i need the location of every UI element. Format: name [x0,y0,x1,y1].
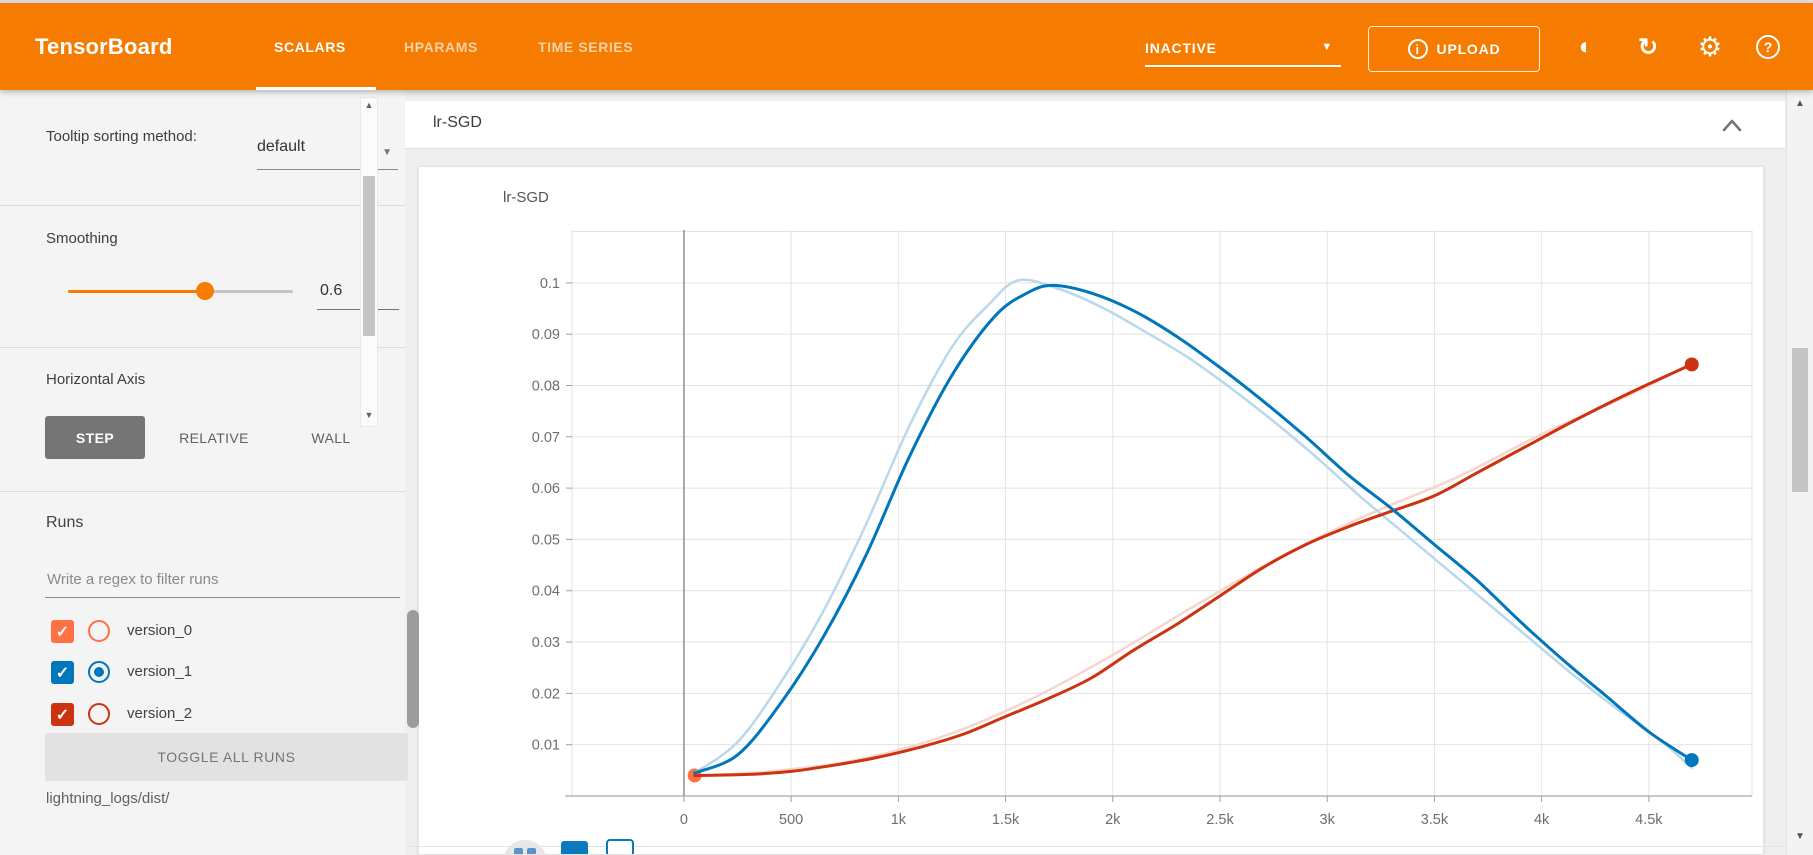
svg-text:1k: 1k [891,812,907,828]
tab-scalars[interactable]: SCALARS [274,38,346,55]
sidebar-scrollbar[interactable]: ▲ ▼ [360,97,378,427]
chart-title: lr-SGD [503,189,549,206]
tooltip-sorting-dropdown[interactable]: default ▼ [257,138,398,170]
radio-dot [94,709,104,719]
svg-text:0.08: 0.08 [532,378,560,394]
content-bottom-divider [405,846,1785,847]
radio-dot [94,626,104,636]
divider [0,491,405,492]
radio-dot [94,667,104,677]
browser-edge-strip [0,0,1813,3]
scrollbar-thumb[interactable] [1792,348,1808,492]
question-mark-icon: ? [1756,35,1780,59]
scroll-down-icon[interactable]: ▼ [1795,831,1805,842]
svg-text:4k: 4k [1534,812,1550,828]
runs-filter-input[interactable] [45,562,400,598]
svg-text:2k: 2k [1105,812,1121,828]
smoothing-label: Smoothing [46,230,118,247]
horizontal-axis-label: Horizontal Axis [46,371,146,388]
chevron-down-icon: ▼ [382,147,392,158]
refresh-icon[interactable]: ↻ [1637,33,1659,61]
run-label: version_2 [127,705,193,722]
toggle-all-runs-button[interactable]: TOGGLE ALL RUNS [45,733,408,781]
tab-hparams[interactable]: HPARAMS [404,38,478,55]
runs-scrollbar-thumb[interactable] [407,610,419,728]
svg-text:0.05: 0.05 [532,532,560,548]
svg-text:500: 500 [779,812,803,828]
category-title: lr-SGD [433,114,482,131]
run-radio[interactable] [88,661,110,683]
smoothing-slider-fill [68,290,206,293]
scrollbar-thumb[interactable] [363,176,375,336]
info-icon: i [1407,39,1428,59]
page-scrollbar[interactable]: ▲ ▼ [1786,90,1813,855]
tooltip-sorting-value: default [257,138,306,155]
run-checkbox[interactable]: ✓ [51,703,74,726]
run-radio[interactable] [88,620,110,642]
smoothing-slider-knob[interactable] [196,282,215,300]
scroll-up-icon[interactable]: ▲ [364,100,374,110]
run-checkbox[interactable]: ✓ [51,661,74,684]
upload-status-dropdown[interactable]: INACTIVE ▼ [1145,31,1341,67]
theme-toggle-icon[interactable]: ◐ [1578,33,1594,60]
toolbar-dot-icon [514,848,523,854]
tooltip-sorting-label: Tooltip sorting method: [46,128,197,145]
axis-step-button[interactable]: STEP [45,416,145,459]
log-directory-path: lightning_logs/dist/ [46,790,170,807]
runs-heading: Runs [46,514,84,531]
upload-button-label: UPLOAD [1436,41,1501,57]
svg-text:0.04: 0.04 [532,584,560,600]
toolbar-dot-icon [527,848,536,854]
run-label: version_0 [127,622,193,639]
svg-text:1.5k: 1.5k [992,812,1020,828]
svg-text:3.5k: 3.5k [1421,812,1449,828]
upload-status-label: INACTIVE [1145,40,1217,56]
axis-relative-button[interactable]: RELATIVE [179,429,249,446]
run-checkbox[interactable]: ✓ [51,620,74,643]
run-radio[interactable] [88,703,110,725]
run-row-version-1[interactable]: ✓ version_1 [0,652,400,693]
settings-sidebar: Tooltip sorting method: default ▼ Smooth… [0,90,408,855]
svg-text:0.09: 0.09 [532,327,560,343]
active-tab-underline [256,87,376,90]
svg-text:0.07: 0.07 [532,430,560,446]
divider [0,205,405,206]
help-icon[interactable]: ? [1748,27,1788,67]
axis-wall-button[interactable]: WALL [311,429,351,446]
settings-gear-icon[interactable]: ⚙ [1697,31,1723,62]
run-row-version-2[interactable]: ✓ version_2 [0,694,400,735]
chart-expand-icon-partial[interactable] [606,839,634,854]
run-row-version-0[interactable]: ✓ version_0 [0,611,400,652]
category-header[interactable]: lr-SGD [405,101,1785,149]
smoothing-slider[interactable] [68,282,293,300]
tab-time-series[interactable]: TIME SERIES [538,38,634,55]
svg-text:0.01: 0.01 [532,738,560,754]
svg-text:0.03: 0.03 [532,635,560,651]
svg-text:0: 0 [680,812,688,828]
scroll-down-icon[interactable]: ▼ [364,410,374,420]
divider [0,347,405,348]
collapse-chevron-icon[interactable] [1719,113,1745,139]
app-title: TensorBoard [35,33,173,59]
svg-text:0.1: 0.1 [540,276,560,292]
svg-text:4.5k: 4.5k [1635,812,1663,828]
svg-text:3k: 3k [1320,812,1336,828]
chart-pin-icon-partial[interactable] [561,841,588,854]
chart-toolbar-button-partial[interactable] [503,840,547,854]
svg-text:0.02: 0.02 [532,686,560,702]
chevron-down-icon: ▼ [1321,41,1333,53]
smoothing-value-field[interactable]: 0.6 [317,272,399,310]
app-header: TensorBoard SCALARS HPARAMS TIME SERIES … [0,3,1813,90]
svg-text:0.06: 0.06 [532,481,560,497]
scalar-chart[interactable]: 0 500 1k 1.5k 2k 2.5k 3k 3.5k 4k 4.5k 0.01 0.02 0.03… [419,167,1764,855]
upload-button[interactable]: i UPLOAD [1368,26,1540,72]
scalar-chart-card: lr-SGD 0 500 1k 1.5k 2k 2.5k 3k 3.5k 4k 4.5k 0.01 0… [418,166,1764,855]
scroll-up-icon[interactable]: ▲ [1795,98,1805,109]
run-label: version_1 [127,663,193,680]
svg-text:2.5k: 2.5k [1206,812,1234,828]
